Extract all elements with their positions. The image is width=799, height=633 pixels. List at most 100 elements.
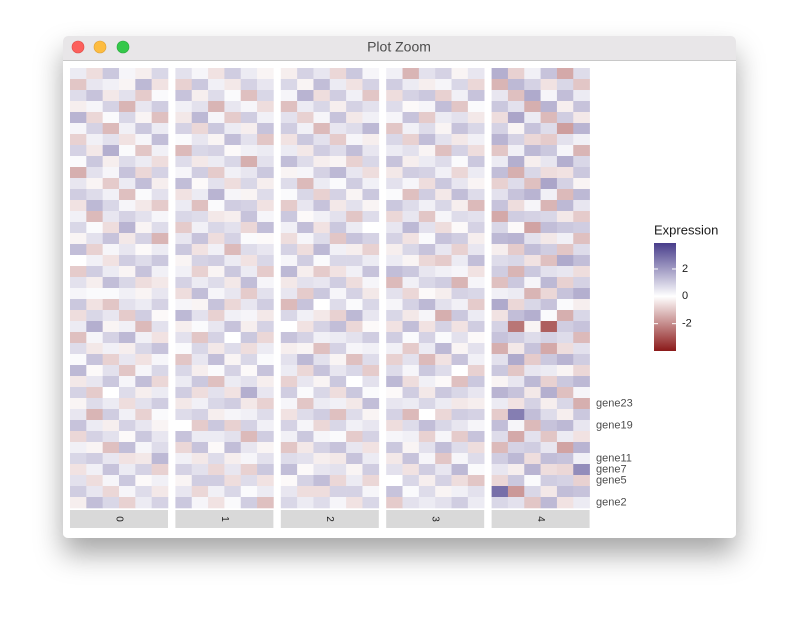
heatmap-cell (86, 299, 103, 311)
heatmap-cell (313, 233, 331, 245)
heatmap-cell (208, 409, 225, 421)
heatmap-cell (280, 90, 298, 102)
heatmap-cell (491, 486, 509, 498)
heatmap-cell (86, 277, 103, 289)
heatmap-cell (346, 431, 363, 443)
heatmap-cell (151, 145, 169, 157)
heatmap-cell (556, 387, 574, 399)
heatmap-cell (556, 486, 574, 498)
heatmap-cell (224, 376, 242, 388)
heatmap-cell (280, 211, 298, 223)
heatmap-cell (175, 321, 193, 333)
heatmap-cell (119, 486, 136, 498)
heatmap-cell (491, 255, 509, 267)
heatmap-cell (507, 497, 525, 509)
zoom-button[interactable] (116, 40, 130, 54)
heatmap-cell (191, 299, 209, 311)
heatmap-cell (524, 354, 541, 366)
heatmap-cell (451, 354, 469, 366)
heatmap-cell (491, 343, 509, 355)
heatmap-cell (257, 409, 274, 421)
heatmap-cell (175, 343, 193, 355)
heatmap-cell (280, 101, 298, 113)
heatmap-cell (435, 134, 452, 146)
heatmap-cell (280, 288, 298, 300)
heatmap-cell (102, 387, 120, 399)
heatmap-cell (257, 486, 274, 498)
close-button[interactable] (71, 40, 85, 54)
heatmap-cell (70, 68, 87, 80)
heatmap-cell (102, 431, 120, 443)
heatmap-cell (451, 332, 469, 344)
heatmap-cell (119, 112, 136, 124)
heatmap-cell (70, 409, 87, 421)
heatmap-cell (135, 387, 152, 399)
heatmap-cell (386, 211, 403, 223)
heatmap-cell (257, 101, 274, 113)
heatmap-cell (175, 211, 193, 223)
heatmap-cell (467, 409, 485, 421)
minimize-button[interactable] (93, 40, 107, 54)
heatmap-cell (418, 134, 436, 146)
heatmap-cell (556, 464, 574, 476)
heatmap-cell (346, 123, 363, 135)
heatmap-cell (280, 167, 298, 179)
heatmap-cell (70, 266, 87, 278)
heatmap-cell (191, 123, 209, 135)
heatmap-cell (313, 189, 331, 201)
heatmap-cell (240, 255, 258, 267)
heatmap-cell (257, 79, 274, 91)
heatmap-cell (386, 497, 403, 509)
heatmap-cell (329, 68, 347, 80)
heatmap-cell (362, 299, 380, 311)
heatmap-cell (418, 200, 436, 212)
heatmap-cell (151, 343, 169, 355)
heatmap-cell (135, 431, 152, 443)
heatmap-cell (362, 200, 380, 212)
heatmap-cell (491, 167, 509, 179)
facet-label: 4 (535, 516, 546, 522)
heatmap-cell (119, 464, 136, 476)
heatmap-cell (451, 442, 469, 454)
heatmap-cell (329, 145, 347, 157)
heatmap-cell (573, 90, 590, 102)
heatmap-cell (346, 200, 363, 212)
heatmap-cell (102, 365, 120, 377)
heatmap-cell (119, 299, 136, 311)
heatmap-cell (435, 409, 452, 421)
heatmap-cell (208, 167, 225, 179)
heatmap-cell (386, 420, 403, 432)
heatmap-cell (329, 365, 347, 377)
heatmap-cell (102, 398, 120, 410)
heatmap-cell (86, 123, 103, 135)
heatmap-cell (418, 387, 436, 399)
heatmap-cell (191, 255, 209, 267)
heatmap-cell (573, 486, 590, 498)
heatmap-cell (524, 387, 541, 399)
heatmap-cell (346, 178, 363, 190)
heatmap-cell (191, 200, 209, 212)
heatmap-cell (524, 453, 541, 465)
heatmap-cell (191, 288, 209, 300)
heatmap-cell (507, 167, 525, 179)
heatmap-cell (151, 189, 169, 201)
heatmap-cell (435, 68, 452, 80)
heatmap-cell (224, 475, 242, 487)
heatmap-cell (257, 376, 274, 388)
heatmap-cell (451, 277, 469, 289)
heatmap-cell (573, 299, 590, 311)
heatmap-cell (297, 266, 314, 278)
heatmap-cell (386, 200, 403, 212)
heatmap-cell (151, 156, 169, 168)
heatmap-cell (280, 475, 298, 487)
heatmap-cell (467, 288, 485, 300)
heatmap-cell (386, 343, 403, 355)
heatmap-cell (102, 486, 120, 498)
heatmap-cell (467, 442, 485, 454)
heatmap-cell (224, 332, 242, 344)
heatmap-cell (135, 189, 152, 201)
heatmap-cell (346, 222, 363, 234)
heatmap-cell (313, 123, 331, 135)
heatmap-cell (491, 409, 509, 421)
heatmap-cell (102, 189, 120, 201)
